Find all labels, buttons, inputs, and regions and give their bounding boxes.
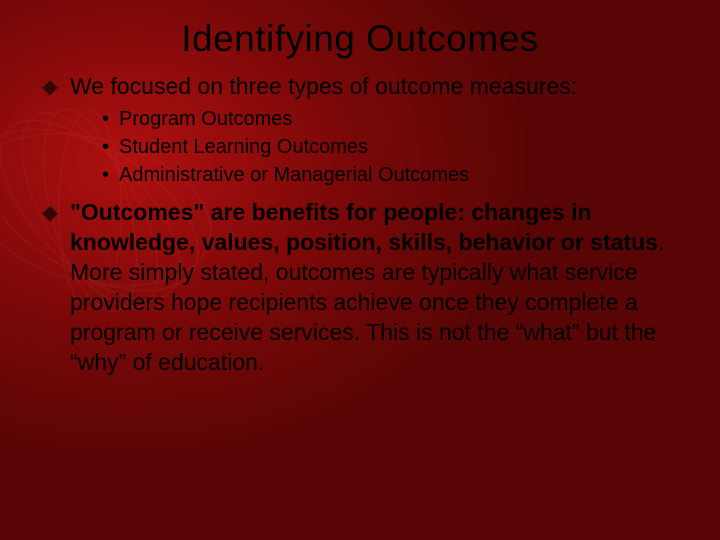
slide-title: Identifying Outcomes <box>44 18 676 60</box>
diamond-bullet-icon <box>42 79 59 96</box>
sub-bullet-text: Administrative or Managerial Outcomes <box>119 163 469 189</box>
bullet-text: We focused on three types of outcome mea… <box>70 72 577 101</box>
bullet-item: "Outcomes" are benefits for people: chan… <box>44 198 676 377</box>
sub-bullet-list: • Program Outcomes • Student Learning Ou… <box>102 107 676 188</box>
bullet-paragraph: "Outcomes" are benefits for people: chan… <box>70 198 676 377</box>
dot-bullet-icon: • <box>102 135 109 159</box>
diamond-bullet-icon <box>42 205 59 222</box>
bold-lead-text: "Outcomes" are benefits for people: chan… <box>70 199 658 255</box>
dot-bullet-icon: • <box>102 163 109 187</box>
sub-bullet-item: • Administrative or Managerial Outcomes <box>102 163 676 189</box>
sub-bullet-text: Program Outcomes <box>119 107 292 133</box>
sub-bullet-item: • Student Learning Outcomes <box>102 135 676 161</box>
dot-bullet-icon: • <box>102 107 109 131</box>
bullet-item: We focused on three types of outcome mea… <box>44 72 676 101</box>
sub-bullet-item: • Program Outcomes <box>102 107 676 133</box>
slide: Identifying Outcomes We focused on three… <box>0 0 720 540</box>
sub-bullet-text: Student Learning Outcomes <box>119 135 368 161</box>
